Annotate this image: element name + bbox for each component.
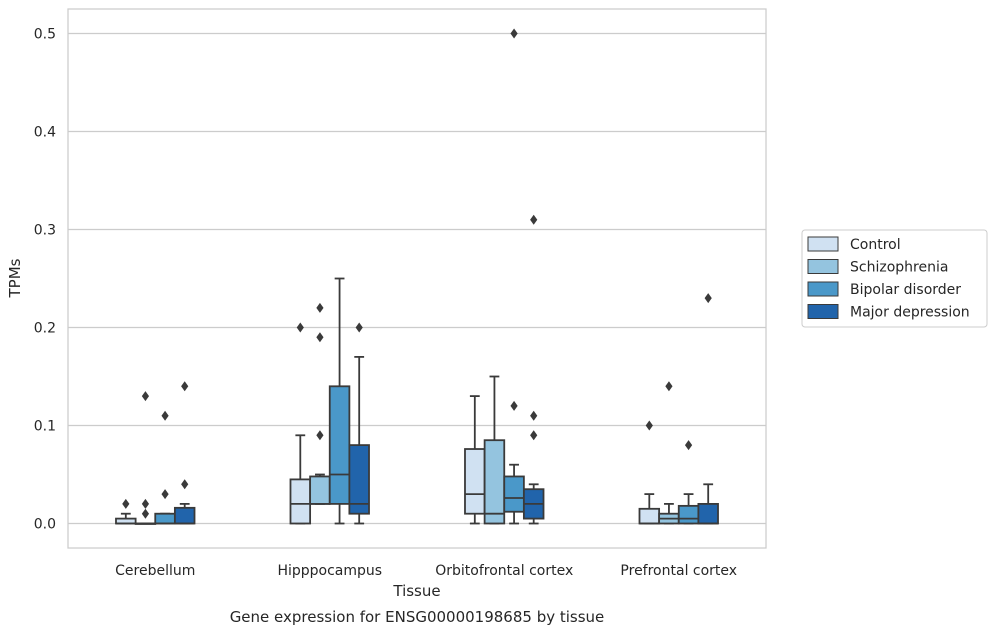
legend-label: Bipolar disorder [850, 282, 961, 298]
box-control [289, 434, 312, 525]
outlier-point [161, 489, 169, 500]
y-tick-label: 0.3 [34, 223, 56, 239]
box-bipolar-disorder [154, 512, 176, 525]
x-tick-label: Hipppocampus [277, 563, 382, 579]
box-control [638, 493, 661, 525]
y-axis-title: TPMs [6, 258, 24, 298]
outlier-point [122, 498, 130, 509]
outlier-point [645, 420, 653, 431]
outlier-point [510, 28, 518, 39]
box-schizophrenia [134, 522, 157, 525]
outlier-point [316, 332, 324, 343]
outlier-point [141, 391, 150, 402]
box-major-depression [348, 355, 370, 525]
outlier-point [181, 381, 189, 392]
box-body [677, 504, 700, 525]
outlier-point [510, 400, 518, 411]
box-body [503, 475, 525, 513]
legend: Control Schizophrenia Bipolar disorder Majo… [801, 229, 988, 328]
legend-swatch [807, 259, 839, 274]
x-tick-label: Cerebellum [115, 563, 195, 579]
x-tick-labels: Cerebellum Hipppocampus Orbitofrontal cort… [115, 563, 737, 579]
outlier-point [530, 430, 538, 441]
outlier-point [684, 440, 693, 451]
chart-caption: Gene expression for ENSG00000198685 by t… [230, 608, 605, 626]
outlier-point [296, 322, 304, 333]
outlier-point [355, 322, 363, 333]
legend-frame [801, 229, 988, 328]
box-control [115, 512, 137, 525]
x-axis-title: Tissue [392, 582, 440, 600]
y-tick-labels: 0.0 0.1 0.2 0.3 0.4 0.5 [34, 27, 56, 533]
y-tick-label: 0.4 [34, 125, 56, 141]
legend-label: Major depression [850, 305, 970, 321]
plot-frame [67, 8, 767, 549]
outlier-point [161, 410, 169, 421]
box-body [638, 507, 661, 525]
legend-label: Control [850, 237, 901, 253]
boxes-layer [115, 277, 719, 525]
outlier-point [141, 508, 150, 519]
outlier-point [704, 293, 712, 304]
box-body [483, 439, 506, 525]
box-body [348, 444, 370, 515]
plot-background [68, 9, 766, 548]
y-tick-label: 0.1 [34, 419, 56, 435]
legend-swatch [807, 304, 839, 319]
legend-label: Schizophrenia [850, 260, 948, 276]
x-tick-label: Prefrontal cortex [620, 563, 737, 579]
y-tick-label: 0.5 [34, 27, 56, 43]
box-body [154, 512, 176, 525]
box-body [309, 475, 331, 505]
box-schizophrenia [309, 473, 331, 505]
y-tick-label: 0.0 [34, 517, 56, 533]
box-body [697, 502, 719, 525]
outlier-point [316, 302, 324, 313]
box-body [173, 506, 196, 525]
box-body [328, 385, 351, 505]
outlier-point [316, 430, 324, 441]
outlier-point [530, 214, 538, 225]
legend-swatch [807, 281, 839, 297]
outlier-point [181, 479, 189, 490]
box-major-depression [697, 483, 719, 525]
outlier-point [665, 381, 673, 392]
legend-swatch [807, 236, 839, 252]
x-tick-label: Orbitofrontal cortex [435, 563, 573, 579]
outlier-point [530, 410, 538, 421]
box-body [464, 448, 486, 515]
box-body [289, 478, 312, 525]
outlier-point [141, 498, 150, 509]
y-tick-label: 0.2 [34, 321, 56, 337]
box-major-depression [173, 502, 196, 525]
fliers-layer [122, 28, 712, 519]
box-major-depression [522, 483, 545, 525]
